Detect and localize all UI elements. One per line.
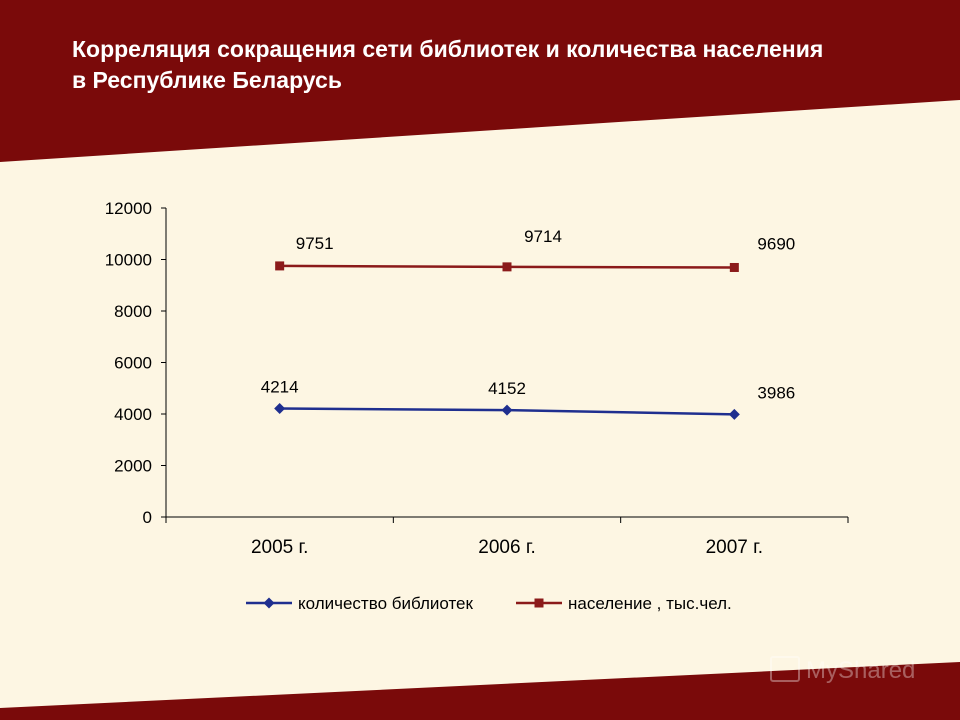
- x-tick-label: 2007 г.: [706, 537, 763, 558]
- y-tick-label: 8000: [114, 302, 152, 321]
- data-label: 9714: [524, 227, 562, 246]
- legend-entry-label: количество библиотек: [298, 594, 473, 613]
- data-point-marker: [274, 402, 286, 414]
- chart-legend: количество библиотек население , тыс.чел.: [246, 594, 732, 613]
- slide-title-line2: в Республике Беларусь: [72, 67, 342, 93]
- slide-title-line1: Корреляция сокращения сети библиотек и к…: [72, 36, 824, 62]
- data-point-marker: [502, 262, 512, 272]
- y-tick-label: 0: [143, 508, 152, 527]
- watermark-icon: [770, 656, 800, 682]
- chart-axes: 0 2000 4000 6000 8000 10000 12000 2005 г. 2006 г…: [105, 199, 849, 558]
- data-label: 9690: [757, 234, 795, 253]
- y-tick-label: 12000: [105, 199, 152, 218]
- chart-panel: [0, 100, 960, 708]
- y-tick-label: 2000: [114, 457, 152, 476]
- y-tick-label: 6000: [114, 354, 152, 373]
- data-label: 9751: [296, 234, 334, 253]
- legend-entry-label: население , тыс.чел.: [568, 594, 732, 613]
- data-point-marker: [275, 261, 285, 271]
- x-tick-label: 2006 г.: [478, 537, 535, 558]
- data-point-marker: [728, 408, 740, 420]
- data-point-marker: [729, 262, 739, 272]
- slide-title: Корреляция сокращения сети библиотек и к…: [72, 34, 952, 96]
- data-label: 4152: [488, 379, 526, 398]
- x-tick-label: 2005 г.: [251, 537, 308, 558]
- watermark-text: MyShared: [806, 657, 916, 684]
- data-point-marker: [501, 404, 513, 416]
- y-tick-label: 10000: [105, 251, 152, 270]
- chart-series: 4214 4152 3986 9751 9714 9690: [261, 227, 795, 420]
- y-tick-label: 4000: [114, 405, 152, 424]
- legend-swatch-marker: [263, 597, 275, 609]
- data-label: 4214: [261, 377, 299, 396]
- data-label: 3986: [757, 383, 795, 402]
- legend-swatch-marker: [534, 598, 544, 608]
- watermark-logo: MyShared: [770, 656, 915, 685]
